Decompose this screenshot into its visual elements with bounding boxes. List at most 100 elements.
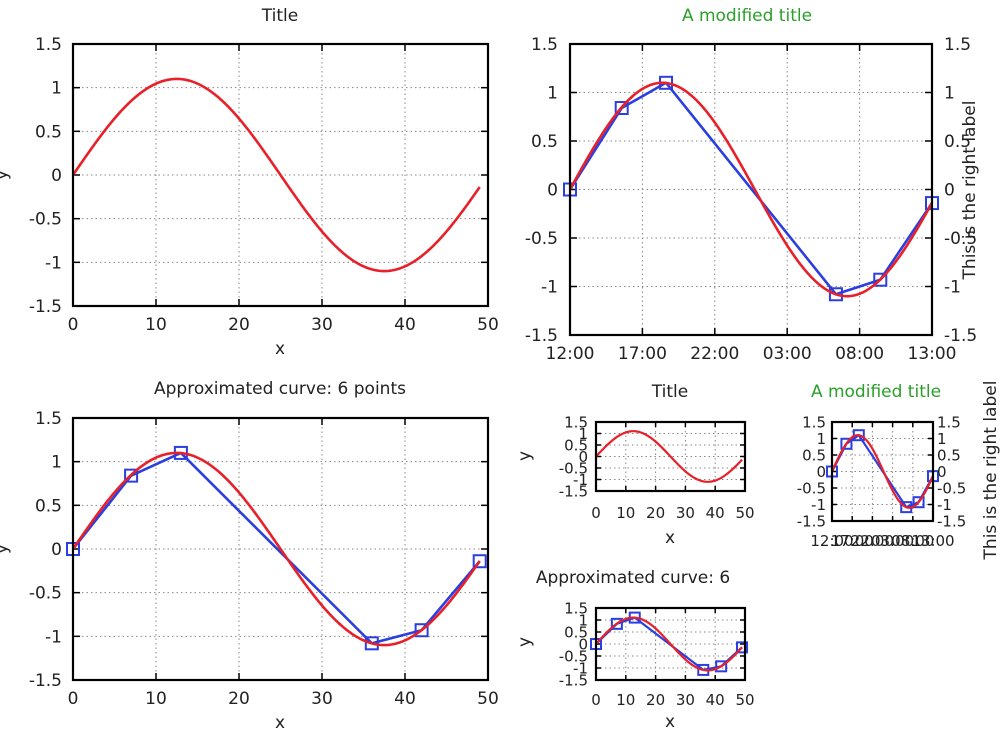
x-tick-label: 30 (311, 689, 333, 709)
y-axis-label: y (0, 544, 12, 554)
data-point-marker (828, 287, 843, 302)
data-point-marker (472, 554, 487, 569)
x-tick-label: 10 (616, 691, 635, 709)
x-tick-label: 40 (394, 315, 416, 335)
y-tick-label-right: 1.5 (937, 413, 961, 431)
x-axis-label: x (275, 713, 285, 733)
data-point-marker (614, 101, 629, 116)
x-tick-label: 17:00 (618, 344, 667, 364)
y-tick-label: 1 (578, 425, 588, 443)
y-tick-label: -1.5 (797, 512, 826, 530)
y-tick-label: -1.5 (559, 671, 588, 689)
y-axis-label: y (0, 170, 12, 180)
x-axis-label: x (275, 339, 285, 359)
data-point-marker (912, 496, 925, 509)
y-tick-label: -0.5 (559, 459, 588, 477)
y-tick-label-right: -0.5 (937, 479, 966, 497)
chart-panel-3: 0 10 20 30 40 50 -1.5 -1 -0.5 0 0.5 1 1.5 Approximate… (0, 379, 499, 733)
x-tick-label: 20 (646, 691, 665, 709)
x-tick-label: 22:00 (690, 344, 739, 364)
x-tick-label: 0 (68, 689, 79, 709)
x-tick-label: 50 (477, 689, 499, 709)
series-line-2 (832, 434, 933, 509)
right-y-axis-label: This is the right label (981, 381, 1000, 561)
x-tick-label: 30 (676, 691, 695, 709)
y-tick-label: 1 (547, 83, 558, 103)
y-tick-label: 1.5 (564, 413, 588, 431)
data-point-marker (873, 272, 888, 287)
x-tick-label: 10 (616, 504, 635, 522)
x-tick-label: 40 (394, 689, 416, 709)
series-line-2 (596, 616, 743, 672)
plot-frame (830, 420, 935, 523)
data-point-marker (414, 623, 429, 638)
x-tick-label: 50 (735, 691, 754, 709)
y-tick-label: -1.5 (559, 482, 588, 500)
y-tick-label: 0.5 (35, 496, 62, 516)
y-tick-label-right: 1.5 (944, 35, 971, 55)
y-tick-label: 1.5 (531, 35, 558, 55)
x-tick-label: 20 (646, 504, 665, 522)
chart-title: A modified title (682, 6, 812, 26)
chart-panel-1: 0 10 20 30 40 50 -1.5 -1 -0.5 0 0.5 1 1.5 Title x y (0, 6, 499, 359)
x-tick-label: 13:00 (908, 344, 957, 364)
y-tick-label: 0 (816, 463, 826, 481)
x-axis-label: x (665, 528, 675, 548)
y-tick-label: 0 (51, 166, 62, 186)
chart-panel-2: 12:00 17:00 22:00 03:00 08:00 13:00-1.5 -1.5-1… (525, 6, 980, 364)
plot-frame (71, 42, 490, 308)
x-tick-label: 10 (145, 689, 167, 709)
x-tick-label: 30 (311, 315, 333, 335)
chart-title: Title (261, 6, 298, 26)
y-tick-label: -0.5 (559, 647, 588, 665)
x-axis-label: x (665, 712, 675, 732)
data-point-marker (736, 641, 749, 654)
x-tick-label: 40 (706, 691, 725, 709)
series-line-1 (73, 77, 481, 273)
x-tick-label: 20 (228, 315, 250, 335)
y-tick-label: 1 (51, 79, 62, 99)
y-tick-label: 0 (547, 180, 558, 200)
plot-frame (594, 606, 747, 682)
x-tick-label: 50 (477, 315, 499, 335)
plot-frame (568, 42, 934, 337)
y-tick-label: 0.5 (564, 623, 588, 641)
y-tick-label-right: -0.5 (944, 229, 977, 249)
data-point-marker (610, 617, 623, 630)
y-tick-label: -1.5 (29, 297, 62, 317)
data-point-marker (715, 660, 728, 673)
chart-title: Title (651, 382, 688, 402)
y-tick-label: -1 (541, 277, 558, 297)
data-point-marker (124, 468, 139, 483)
y-tick-label: 0.5 (564, 436, 588, 454)
chart-panel-6: 0 10 20 30 40 50-1.5-1-0.500.511.5Approximate… (515, 568, 755, 732)
x-tick-label: 13:00 (911, 532, 954, 550)
x-tick-label: 03:00 (871, 532, 914, 550)
data-point-marker (840, 437, 853, 450)
y-tick-label-right: 0 (944, 180, 955, 200)
y-tick-label: -1.5 (29, 671, 62, 691)
x-tick-label: 10 (145, 315, 167, 335)
x-tick-label: 22:00 (851, 532, 894, 550)
x-tick-label: 40 (706, 504, 725, 522)
y-tick-label: -1.5 (525, 326, 558, 346)
y-tick-label: -0.5 (525, 229, 558, 249)
y-tick-label: -0.5 (29, 584, 62, 604)
right-y-axis-label: This is the right label (960, 101, 980, 281)
x-tick-label: 0 (68, 315, 79, 335)
y-tick-label: 1.5 (564, 599, 588, 617)
x-tick-label: 17:00 (831, 532, 874, 550)
y-tick-label-right: -1 (944, 277, 961, 297)
y-tick-label: 1.5 (802, 413, 826, 431)
y-tick-label: 0 (51, 540, 62, 560)
y-tick-label: -1 (573, 659, 588, 677)
x-tick-label: 08:00 (835, 344, 884, 364)
chart-title: A modified title (811, 382, 941, 402)
x-tick-label: 08:00 (891, 532, 934, 550)
series-line-2 (73, 451, 481, 647)
y-tick-label-right: 0.5 (937, 446, 961, 464)
series-line-1 (570, 81, 932, 296)
